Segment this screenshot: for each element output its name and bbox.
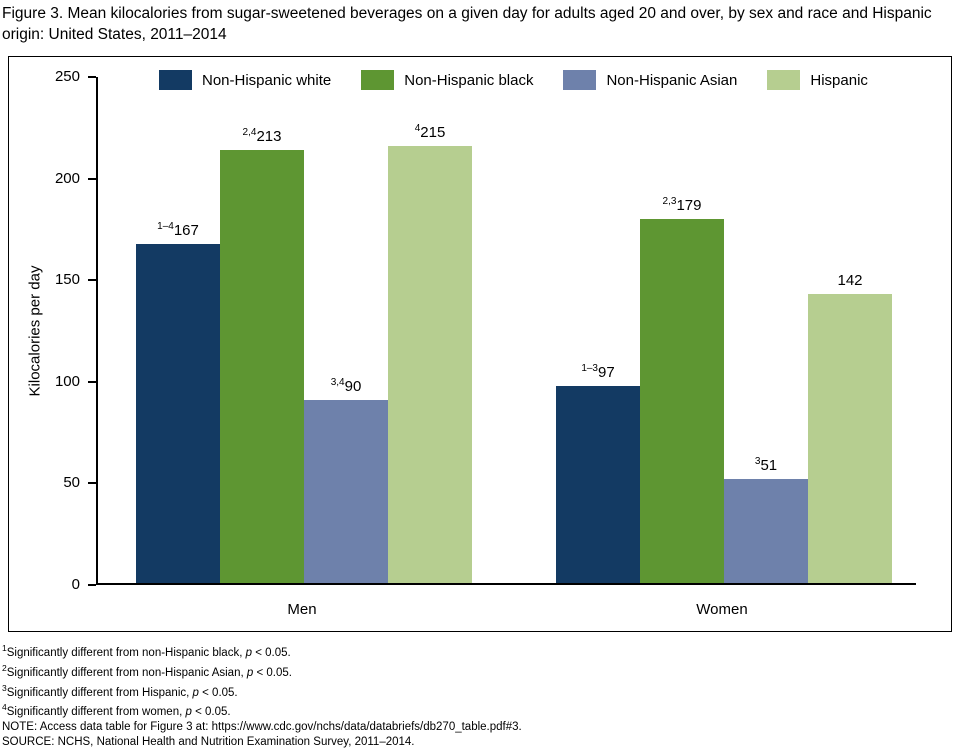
- legend-item-1: Non-Hispanic black: [361, 70, 533, 90]
- bar-women-series-0: [556, 386, 640, 583]
- bar-value-label: 1–4167: [157, 221, 199, 239]
- bar-value-label: 2,4213: [242, 127, 282, 145]
- chart-frame: Non-Hispanic white Non-Hispanic black Non-…: [8, 56, 952, 632]
- y-tick-mark: [88, 380, 96, 383]
- legend-swatch-icon: [159, 70, 192, 90]
- footnotes: 1Significantly different from non-Hispan…: [2, 641, 954, 750]
- y-tick-label: 50: [63, 474, 80, 492]
- y-tick-mark: [88, 584, 96, 586]
- x-axis-label-women: Women: [696, 601, 748, 618]
- bar-men-series-1: [220, 150, 304, 583]
- legend-label: Non-Hispanic black: [404, 71, 534, 89]
- footnote-line-3: 3Significantly different from Hispanic, …: [2, 682, 238, 699]
- bar-value-label: 351: [754, 456, 778, 474]
- y-tick-mark: [88, 482, 96, 485]
- legend-swatch-icon: [361, 70, 395, 90]
- bar-value-label: 2,3179: [662, 196, 702, 214]
- legend-item-2: Non-Hispanic Asian: [563, 70, 737, 90]
- bar-women-series-3: [808, 294, 892, 583]
- legend-label: Non-Hispanic Asian: [606, 71, 738, 89]
- legend-item-0: Non-Hispanic white: [159, 70, 331, 90]
- y-tick-mark: [88, 76, 96, 78]
- footnote-line-1: 1Significantly different from non-Hispan…: [2, 643, 291, 659]
- bar-women-series-2: [724, 479, 808, 583]
- bar-men-series-3: [388, 146, 472, 583]
- y-tick-label: 200: [54, 169, 80, 187]
- bar-value-label: 3,490: [330, 377, 362, 395]
- footnote-line-5: NOTE: Access data table for Figure 3 at:…: [2, 721, 522, 734]
- y-tick-label: 150: [54, 271, 80, 289]
- y-tick-label: 250: [54, 68, 80, 85]
- footnote-line-6: SOURCE: NCHS, National Health and Nutrit…: [2, 736, 415, 749]
- bar-value-label: 4215: [414, 123, 446, 141]
- figure-title: Figure 3. Mean kilocalories from sugar-s…: [2, 5, 932, 43]
- y-tick-label: 100: [54, 372, 80, 390]
- y-tick-mark: [88, 177, 96, 180]
- legend-label: Non-Hispanic white: [202, 71, 332, 89]
- legend-swatch-icon: [563, 70, 597, 90]
- footnote-line-2: 2Significantly different from non-Hispan…: [2, 662, 292, 679]
- legend-swatch-icon: [767, 70, 801, 90]
- legend-label: Hispanic: [810, 71, 868, 89]
- plot-area: 1–4167 2,4213 3,490 4215 1–397 2,3179 351 142: [96, 77, 916, 585]
- bar-value-label: 1–397: [581, 363, 615, 381]
- x-axis-label-men: Men: [287, 601, 317, 618]
- legend-item-3: Hispanic: [767, 70, 868, 90]
- bar-men-series-2: [304, 400, 388, 583]
- bar-men-series-0: [136, 244, 220, 583]
- y-tick-mark: [88, 279, 96, 282]
- bar-women-series-1: [640, 219, 724, 583]
- bar-value-label: 142: [837, 272, 863, 289]
- legend: Non-Hispanic white Non-Hispanic black Non-…: [159, 70, 868, 90]
- footnote-line-4: 4Significantly different from women, p <…: [2, 702, 231, 719]
- y-tick-label: 0: [71, 576, 80, 593]
